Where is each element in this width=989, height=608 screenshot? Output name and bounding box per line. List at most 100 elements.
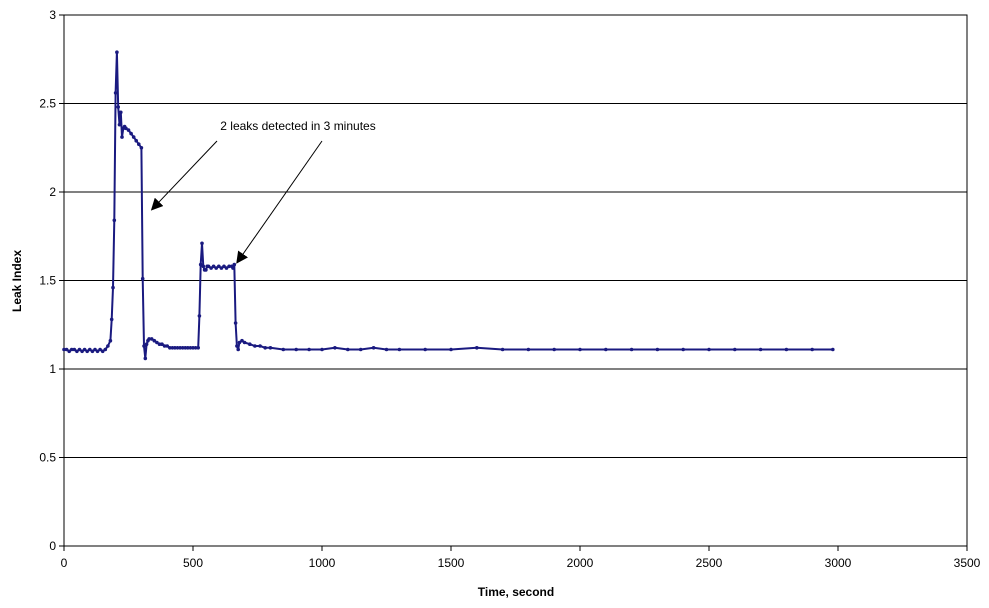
data-point <box>258 344 262 348</box>
data-point <box>268 346 273 350</box>
data-point <box>423 347 428 352</box>
data-point <box>100 349 105 354</box>
data-point <box>500 347 505 352</box>
data-point <box>200 241 204 246</box>
data-point <box>108 338 113 343</box>
data-point <box>397 347 402 352</box>
x-axis-title: Time, second <box>478 585 554 599</box>
data-point <box>165 344 169 348</box>
data-point <box>209 266 213 270</box>
data-point <box>93 347 97 352</box>
data-point <box>707 347 711 352</box>
data-point <box>733 347 737 352</box>
data-point <box>240 338 244 343</box>
data-point <box>124 126 128 131</box>
data-point <box>253 344 257 348</box>
data-point <box>235 344 239 348</box>
data-point <box>227 264 231 269</box>
data-point <box>98 347 102 352</box>
data-point <box>69 347 74 352</box>
data-point <box>197 314 202 318</box>
data-point <box>320 347 324 352</box>
data-point <box>211 264 216 269</box>
data-point <box>384 347 389 352</box>
data-point <box>162 344 167 348</box>
data-point <box>204 268 208 272</box>
data-point <box>655 347 660 352</box>
data-point <box>183 346 188 350</box>
data-point <box>604 347 608 352</box>
data-point <box>236 347 240 352</box>
data-point <box>242 340 247 345</box>
data-point <box>67 349 71 354</box>
data-point <box>82 347 87 352</box>
data-point <box>196 346 200 350</box>
data-point <box>371 346 376 350</box>
y-tick-label: 2 <box>49 185 56 199</box>
data-point <box>831 347 835 352</box>
data-point <box>629 347 634 352</box>
annotation-arrow <box>236 140 323 264</box>
data-point <box>77 347 82 352</box>
data-point <box>186 346 190 350</box>
data-point <box>578 347 582 352</box>
x-tick-label: 2000 <box>567 556 594 570</box>
data-point <box>233 321 238 325</box>
x-tick-label: 2500 <box>696 556 723 570</box>
data-point <box>80 349 84 354</box>
x-tick-label: 3500 <box>954 556 981 570</box>
data-point <box>168 346 172 350</box>
data-point <box>126 128 131 132</box>
data-point <box>475 346 479 350</box>
data-point <box>263 346 268 350</box>
gridlines <box>64 103 967 458</box>
data-point <box>333 346 337 350</box>
data-point <box>142 344 146 348</box>
data-point <box>109 317 114 322</box>
data-point <box>115 50 119 54</box>
data-point <box>237 340 242 345</box>
y-tick-label: 1 <box>49 362 56 376</box>
data-point <box>784 347 789 352</box>
data-point <box>103 347 108 352</box>
data-point <box>231 266 235 270</box>
data-point <box>75 349 79 354</box>
data-point <box>139 146 144 150</box>
data-point <box>222 264 226 269</box>
x-tick-label: 0 <box>61 556 68 570</box>
data-point <box>106 344 110 348</box>
data-point <box>193 346 198 350</box>
data-point <box>173 346 177 350</box>
data-point <box>170 346 175 350</box>
x-tick-label: 1000 <box>309 556 336 570</box>
data-point <box>72 347 77 352</box>
data-point <box>143 356 148 361</box>
data-point <box>232 262 237 267</box>
x-tick-label: 500 <box>183 556 203 570</box>
data-point <box>62 347 66 352</box>
data-point <box>224 266 229 270</box>
data-point <box>137 142 141 146</box>
axis-ticks: 0 0.5 1 1.5 2 2.5 3 0 500 1000 1500 2000 2500 3000 350… <box>39 8 980 570</box>
data-point <box>117 122 122 127</box>
data-point <box>307 347 311 352</box>
data-point <box>119 110 123 115</box>
x-tick-label: 3000 <box>825 556 852 570</box>
data-point <box>64 347 69 352</box>
data-point <box>157 342 162 347</box>
data-point <box>112 218 117 223</box>
data-point <box>134 138 138 143</box>
data-point <box>552 347 556 352</box>
data-point <box>281 347 286 352</box>
data-point <box>160 342 164 347</box>
data-point <box>219 266 224 270</box>
data-point <box>90 349 95 354</box>
data-point <box>180 346 185 350</box>
data-point <box>113 91 118 95</box>
data-point <box>120 135 124 139</box>
data-point <box>449 347 453 352</box>
data-point <box>217 264 221 269</box>
data-point <box>201 264 206 269</box>
